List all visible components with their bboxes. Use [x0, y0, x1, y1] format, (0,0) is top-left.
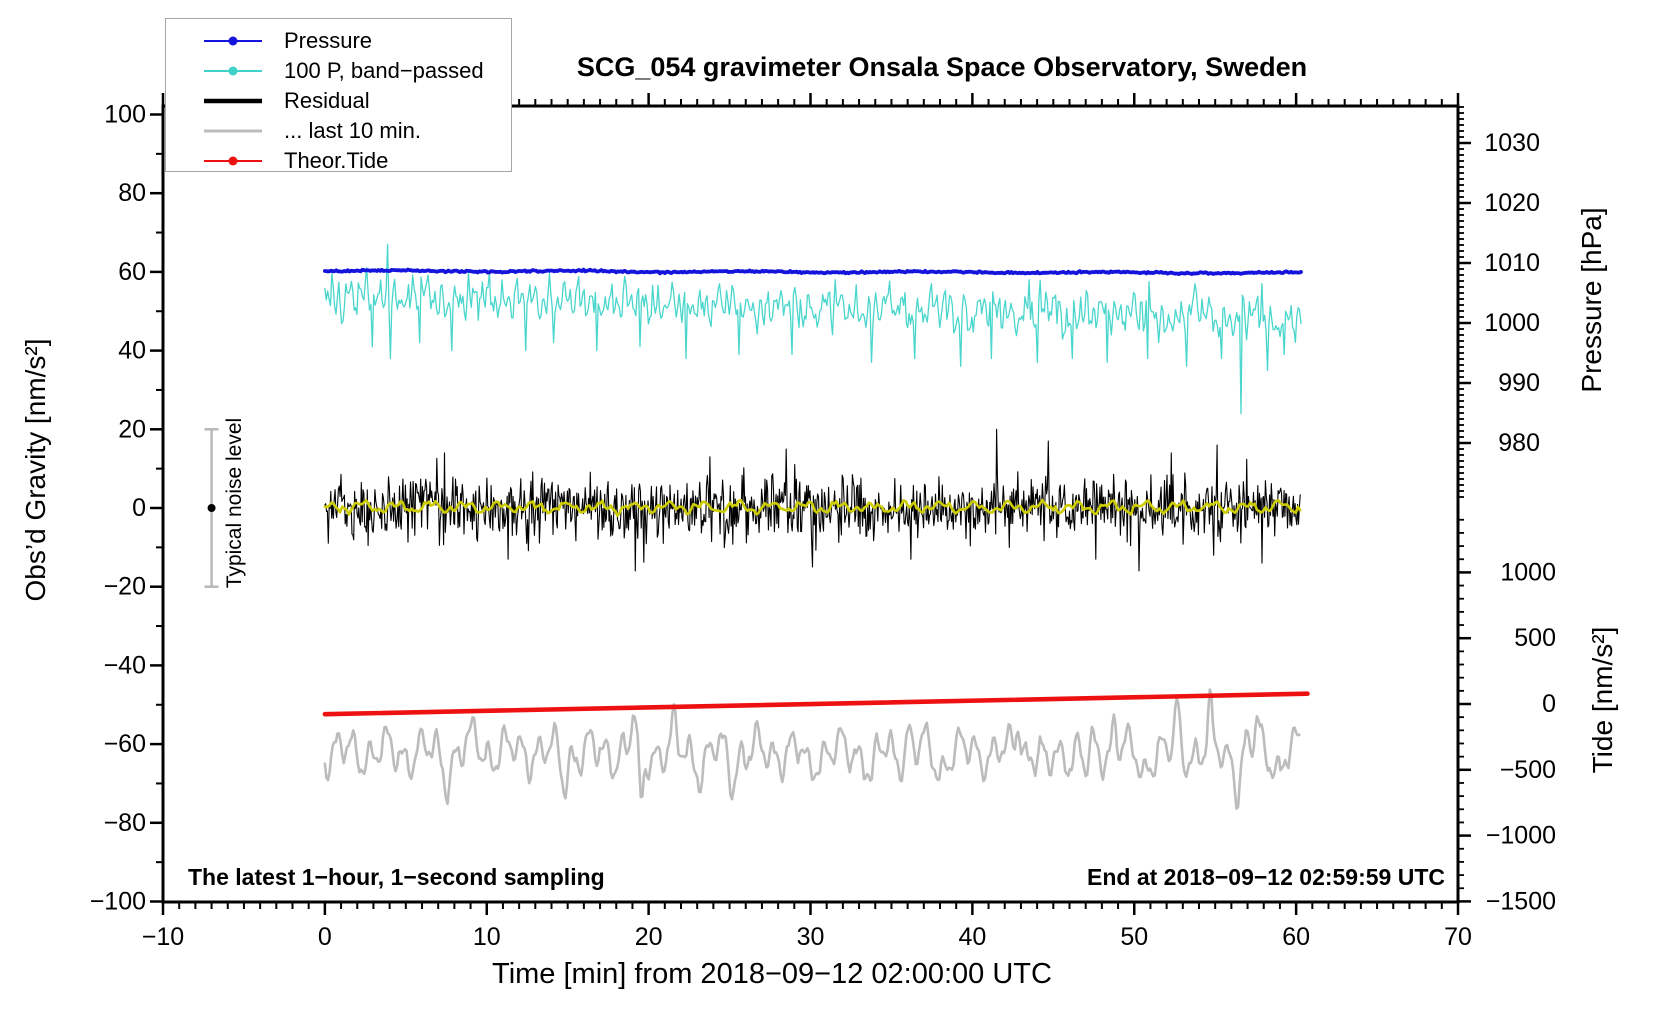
series-residual [324, 428, 1301, 572]
legend-line-sample-icon [204, 150, 262, 172]
legend: Pressure 100 P, band−passed Residual ... la… [165, 18, 512, 173]
y-left-tick-label: −100 [90, 888, 146, 916]
legend-label: Pressure [284, 28, 373, 53]
tide-tick-label: 500 [1514, 624, 1556, 652]
series-last10 [323, 688, 1301, 810]
x-tick-label: −10 [142, 923, 184, 951]
noise-bar-dot [207, 504, 216, 512]
y-left-axis-title: Obs’d Gravity [nm/s²] [20, 338, 51, 602]
y-left-tick-label: 100 [104, 101, 146, 129]
legend-item-1: 100 P, band−passed [166, 56, 511, 86]
legend-label: Theor.Tide [284, 148, 389, 173]
series-pressure [322, 267, 1303, 277]
legend-label: ... last 10 min. [284, 118, 421, 143]
legend-item-3: ... last 10 min. [166, 116, 511, 146]
series-residual_smoothed [323, 498, 1302, 518]
chart-title: SCG_054 gravimeter Onsala Space Observat… [576, 52, 1308, 82]
pressure-tick-label: 1000 [1484, 309, 1540, 337]
y-left-tick-label: −60 [104, 730, 146, 758]
tide-tick-label: 0 [1542, 690, 1556, 718]
legend-line-sample-icon [204, 90, 262, 112]
y-left-tick-label: −20 [104, 573, 146, 601]
tide-tick-label: −500 [1500, 756, 1556, 784]
pressure-tick-label: 1030 [1484, 129, 1540, 157]
pressure-tick-label: 980 [1498, 429, 1540, 457]
x-tick-label: 20 [635, 923, 663, 951]
x-tick-label: 60 [1282, 923, 1310, 951]
x-axis-title: Time [min] from 2018−09−12 02:00:00 UTC [492, 958, 1052, 990]
y-left-tick-label: 80 [118, 179, 146, 207]
y-left-tick-label: 60 [118, 258, 146, 286]
y-left-tick-label: −40 [104, 651, 146, 679]
pressure-tick-label: 990 [1498, 369, 1540, 397]
legend-label: Residual [284, 88, 370, 113]
pressure-tick-label: 1020 [1484, 189, 1540, 217]
sampling-annotation: The latest 1−hour, 1−second sampling [188, 864, 605, 890]
tide-tick-label: −1500 [1486, 887, 1556, 915]
series-bandpassed [324, 243, 1302, 415]
legend-label: 100 P, band−passed [284, 58, 484, 83]
tide-tick-label: 1000 [1500, 558, 1556, 586]
legend-line-sample-icon [204, 30, 262, 52]
x-tick-label: 0 [318, 923, 332, 951]
y-left-tick-label: 40 [118, 337, 146, 365]
tide-tick-label: −1000 [1486, 822, 1556, 850]
legend-line-sample-icon [204, 60, 262, 82]
y-left-tick-label: −80 [104, 809, 146, 837]
legend-item-2: Residual [166, 86, 511, 116]
x-tick-label: 40 [958, 923, 986, 951]
y-left-tick-label: 20 [118, 415, 146, 443]
legend-line-sample-icon [204, 120, 262, 142]
legend-item-4: Theor.Tide [166, 146, 511, 176]
x-tick-label: 10 [473, 923, 501, 951]
x-tick-label: 50 [1120, 923, 1148, 951]
end-time-annotation: End at 2018−09−12 02:59:59 UTC [1087, 864, 1445, 890]
noise-bar-label: Typical noise level [223, 417, 246, 589]
x-tick-label: 70 [1444, 923, 1472, 951]
y-pressure-axis-title: Pressure [hPa] [1576, 207, 1607, 393]
pressure-tick-label: 1010 [1484, 249, 1540, 277]
y-left-tick-label: 0 [132, 494, 146, 522]
series-tide [322, 691, 1310, 717]
legend-item-0: Pressure [166, 26, 511, 56]
y-tide-axis-title: Tide [nm/s²] [1587, 626, 1618, 774]
x-tick-label: 30 [797, 923, 825, 951]
